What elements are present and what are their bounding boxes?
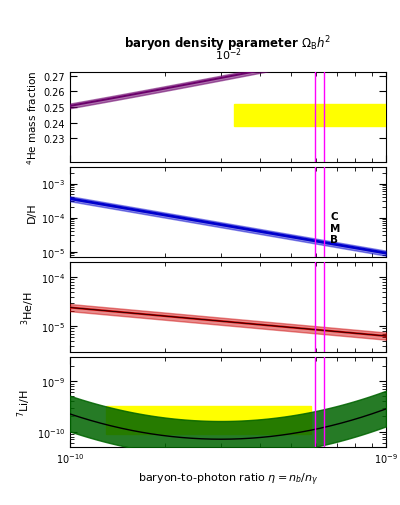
Text: C
M
B: C M B bbox=[330, 212, 341, 245]
Bar bbox=[315, 73, 324, 163]
Title: baryon density parameter $\Omega_{\rm B}h^2$: baryon density parameter $\Omega_{\rm B}… bbox=[124, 34, 332, 54]
Y-axis label: $^7$Li/H: $^7$Li/H bbox=[15, 388, 32, 416]
Y-axis label: $^3$He/H: $^3$He/H bbox=[19, 291, 37, 324]
Bar bbox=[106, 407, 311, 434]
Text: $10^{-2}$: $10^{-2}$ bbox=[214, 46, 242, 63]
Y-axis label: D/H: D/H bbox=[27, 203, 37, 223]
Y-axis label: $^4$He mass fraction: $^4$He mass fraction bbox=[26, 71, 39, 165]
Bar bbox=[234, 105, 386, 127]
X-axis label: baryon-to-photon ratio $\eta = n_b/n_\gamma$: baryon-to-photon ratio $\eta = n_b/n_\ga… bbox=[138, 471, 318, 487]
Bar bbox=[315, 358, 324, 447]
Bar bbox=[315, 263, 324, 352]
Bar bbox=[315, 168, 324, 258]
